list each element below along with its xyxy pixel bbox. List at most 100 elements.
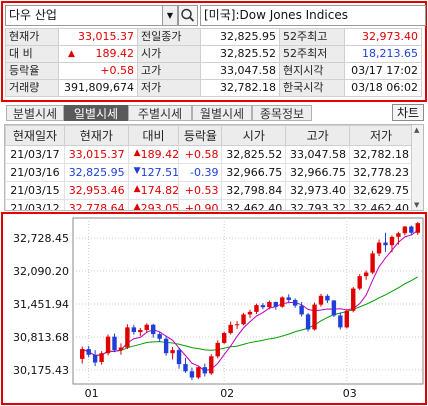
quote-table: 현재가 33,015.37 전일종가 32,825.95 52주최고 32,973.40 대… <box>5 28 422 97</box>
candle-body <box>305 314 311 330</box>
chart-button[interactable]: 차트 <box>392 104 424 121</box>
quote-label: 현재가 <box>5 28 59 46</box>
candle-body <box>260 305 266 308</box>
candle-body <box>363 272 369 277</box>
quote-label: 대 비 <box>5 45 59 63</box>
symbol-input[interactable]: 다우 산업 <box>5 5 165 26</box>
y-tick-label: 32,090.20 <box>13 265 69 278</box>
candle-body <box>196 367 201 378</box>
quote-label: 52주최저 <box>279 45 345 63</box>
candle-body <box>280 297 285 307</box>
candle-body <box>312 304 317 330</box>
candle-body <box>389 236 395 246</box>
daily-open: 32,966.75 <box>221 163 287 182</box>
quote-row: 대 비 ▲ 189.42 시가 32,825.52 52주최저 18,213.65 <box>5 45 422 63</box>
daily-date: 21/03/12 <box>5 199 65 210</box>
down-arrow-icon: ▼ <box>133 166 141 176</box>
candle-body <box>131 327 137 333</box>
column-header[interactable]: 현재가 <box>63 125 129 146</box>
daily-open: 32,462.40 <box>221 199 287 210</box>
quote-value: +0.58 <box>58 62 138 80</box>
x-tick-label: 02 <box>220 387 234 400</box>
candle-body <box>383 242 388 246</box>
candle-body <box>234 324 240 326</box>
daily-row[interactable]: 21/03/12 32,778.64 ▲ 293.05 +0.90 32,462.40 32… <box>5 199 414 211</box>
tab-1[interactable]: 분별시세 <box>6 105 64 121</box>
daily-high: 32,973.40 <box>285 181 350 200</box>
candle-body <box>344 310 349 328</box>
search-button[interactable] <box>178 5 198 26</box>
candle-body <box>376 242 382 254</box>
candle-body <box>157 334 162 339</box>
candle-body <box>351 288 356 311</box>
up-arrow-icon: ▲ <box>133 202 141 211</box>
candle-body <box>338 315 343 328</box>
symbol-dropdown-button[interactable]: ▼ <box>162 5 178 26</box>
quote-label: 52주최고 <box>279 28 345 46</box>
symbol-description: [미국]:Dow Jones Indices <box>200 5 426 26</box>
daily-low: 32,462.40 <box>348 199 414 210</box>
tab-2[interactable]: 일별시세 <box>64 105 128 121</box>
column-header[interactable]: 대비 <box>127 125 180 146</box>
candle-body <box>92 354 98 363</box>
moving-average-short <box>82 230 419 372</box>
quote-label: 현지시각 <box>279 62 345 80</box>
up-arrow-icon: ▲ <box>133 184 141 194</box>
column-header[interactable]: 등락율 <box>178 125 223 146</box>
daily-close: 32,953.46 <box>63 181 129 200</box>
magnifier-icon <box>181 8 195 22</box>
vertical-scrollbar[interactable]: ▲ ▼ <box>411 125 423 210</box>
quote-value: 32,825.52 <box>200 45 280 63</box>
daily-change-text: 174.82 <box>140 184 180 197</box>
tab-4[interactable]: 월별시세 <box>192 105 252 121</box>
daily-row[interactable]: 21/03/17 33,015.37 ▲ 189.42 +0.58 32,825.52 33… <box>5 145 414 164</box>
column-header[interactable]: 현재일자 <box>5 125 65 146</box>
quote-value: 33,047.58 <box>200 62 280 80</box>
quote-panel-frame <box>1 1 427 102</box>
candle-body <box>370 253 375 273</box>
up-arrow-icon: ▲ <box>133 148 141 158</box>
daily-change-text: 189.42 <box>140 148 180 161</box>
moving-average-long <box>82 276 419 356</box>
candle-body <box>409 226 414 233</box>
candle-body <box>99 353 104 363</box>
quote-value: 32,782.18 <box>200 79 280 97</box>
daily-percent: +0.90 <box>178 199 223 210</box>
candle-body <box>189 371 195 378</box>
y-tick-label: 32,728.45 <box>13 232 69 245</box>
daily-percent: +0.58 <box>178 145 223 164</box>
scroll-up-icon[interactable]: ▲ <box>414 126 420 134</box>
daily-row[interactable]: 21/03/16 32,825.95 ▼ 127.51 -0.39 32,966.75 32… <box>5 163 414 182</box>
candle-body <box>415 223 420 233</box>
candle-body <box>221 333 227 343</box>
daily-price-table: 현재일자 현재가 대비 등락율 시가 고가 저가 21/03/17 33,015.37 ▲ 189.… <box>4 124 424 211</box>
candle-body <box>247 311 253 315</box>
candle-body <box>86 349 91 355</box>
quote-value: ▲ 189.42 <box>58 45 138 63</box>
daily-close: 32,825.95 <box>63 163 129 182</box>
daily-change: ▲ 189.42 <box>127 145 180 164</box>
daily-header-row: 현재일자 현재가 대비 등락율 시가 고가 저가 <box>5 125 414 146</box>
quote-label: 거래량 <box>5 79 59 97</box>
quote-value: 03/18 06:02 <box>344 79 422 97</box>
daily-low: 32,778.23 <box>348 163 414 182</box>
quote-label: 고가 <box>137 62 201 80</box>
candle-body <box>241 314 246 325</box>
tab-5[interactable]: 종목정보 <box>252 105 312 121</box>
scroll-down-icon[interactable]: ▼ <box>414 201 420 209</box>
quote-value: 18,213.65 <box>344 45 422 63</box>
tab-3[interactable]: 주별시세 <box>128 105 192 121</box>
daily-change: ▲ 293.05 <box>127 199 180 211</box>
quote-label: 시가 <box>137 45 201 63</box>
quote-row: 거래량 391,809,674 저가 32,782.18 한국시각 03/18 06:02 <box>5 79 422 97</box>
column-header[interactable]: 시가 <box>221 125 287 146</box>
daily-high: 32,793.32 <box>285 199 350 210</box>
up-arrow-icon: ▲ <box>68 49 75 59</box>
quote-value-text: 189.42 <box>95 47 135 60</box>
daily-row[interactable]: 21/03/15 32,953.46 ▲ 174.82 +0.53 32,798.84 32… <box>5 181 414 200</box>
candle-body <box>254 305 259 312</box>
plot-area <box>72 217 424 385</box>
candle-body <box>273 302 279 307</box>
column-header[interactable]: 고가 <box>285 125 350 146</box>
column-header[interactable]: 저가 <box>348 125 414 146</box>
